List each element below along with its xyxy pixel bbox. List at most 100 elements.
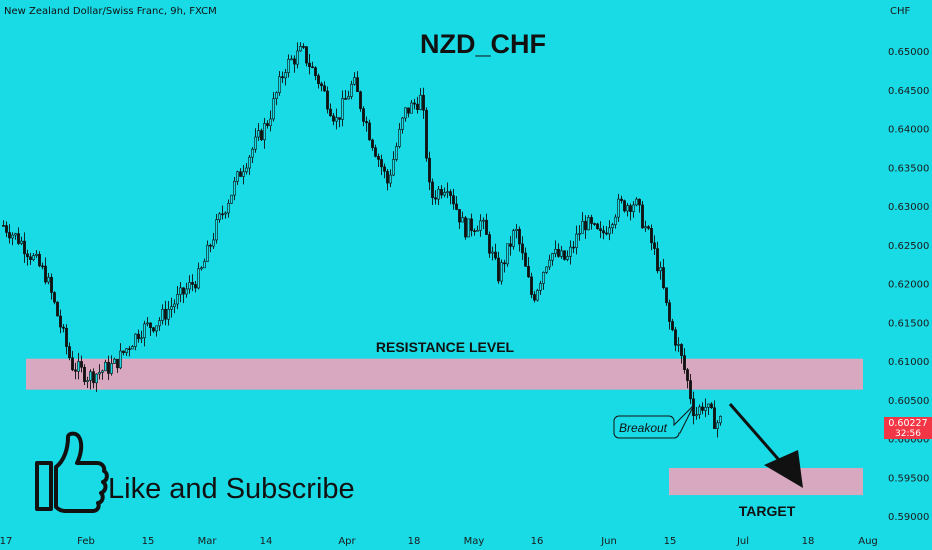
candle <box>320 81 323 92</box>
candle <box>605 226 608 236</box>
cta-text: Like and Subscribe <box>108 473 355 505</box>
candle <box>368 119 371 141</box>
candle <box>416 96 419 114</box>
candle <box>251 147 254 164</box>
candle <box>191 274 194 292</box>
candle <box>239 168 242 177</box>
candle <box>98 364 101 380</box>
candle <box>716 420 719 438</box>
x-tick-label: May <box>464 536 485 547</box>
candle <box>212 233 215 249</box>
candle <box>200 266 203 271</box>
breakout-callout: Breakout <box>613 404 695 439</box>
candle <box>230 194 233 204</box>
candle <box>656 241 659 274</box>
candle <box>371 138 374 151</box>
candle <box>422 87 425 119</box>
candle <box>503 259 506 273</box>
candle <box>353 72 356 86</box>
candle <box>446 182 449 199</box>
candle <box>272 92 275 122</box>
candle <box>242 165 245 185</box>
candle <box>536 288 539 302</box>
x-tick-label: 17 <box>0 536 12 547</box>
price-tag-value: 0.60227 <box>888 418 927 429</box>
candle <box>68 342 71 361</box>
candle <box>2 220 5 227</box>
candle <box>584 215 587 239</box>
candle <box>326 86 329 114</box>
candle <box>215 214 218 244</box>
candle <box>506 243 509 267</box>
candle <box>134 333 137 351</box>
candle <box>521 236 524 260</box>
candle <box>284 68 287 86</box>
y-tick-label: 0.62000 <box>888 280 929 291</box>
candle <box>554 240 557 258</box>
candle <box>614 214 617 229</box>
candle <box>302 43 305 49</box>
candle <box>356 71 359 93</box>
candle <box>104 359 107 372</box>
candle <box>425 107 428 162</box>
y-tick-label: 0.60000 <box>888 435 929 446</box>
candle <box>530 272 533 299</box>
candle <box>443 187 446 198</box>
candle <box>65 324 68 355</box>
candle <box>179 281 182 303</box>
candle <box>35 250 38 258</box>
candle <box>86 376 89 389</box>
candle <box>143 320 146 347</box>
candle <box>209 243 212 253</box>
candle <box>398 122 401 149</box>
resistance-zone <box>26 358 863 390</box>
candle <box>137 329 140 343</box>
candle <box>602 225 605 240</box>
candle <box>266 120 269 129</box>
candle <box>260 128 263 142</box>
x-tick-label: Jul <box>736 536 749 547</box>
candle <box>338 117 341 128</box>
candle <box>608 220 611 241</box>
candle <box>665 287 668 306</box>
candle <box>23 232 26 263</box>
candle <box>620 195 623 204</box>
candle <box>62 324 65 333</box>
candle <box>662 258 665 290</box>
candle <box>50 273 53 300</box>
candle <box>719 415 722 426</box>
candle <box>119 343 122 370</box>
candle <box>233 177 236 201</box>
candle <box>32 252 35 262</box>
x-tick-label: Jun <box>600 536 617 547</box>
candle <box>347 90 350 100</box>
candle <box>509 236 512 256</box>
candle <box>296 42 299 69</box>
candle <box>467 218 470 238</box>
candle <box>626 203 629 217</box>
candle <box>122 350 125 356</box>
candle <box>581 212 584 234</box>
candle <box>473 228 476 236</box>
candle <box>107 355 110 380</box>
x-tick-label: Apr <box>338 536 356 547</box>
candle <box>269 110 272 132</box>
candle <box>407 107 410 118</box>
candle <box>224 211 227 219</box>
candle <box>20 236 23 246</box>
y-tick-label: 0.60500 <box>888 396 929 407</box>
candle <box>428 151 431 191</box>
candle <box>542 271 545 290</box>
y-tick-label: 0.63500 <box>888 163 929 174</box>
candle <box>452 188 455 210</box>
candle <box>8 224 11 244</box>
candle <box>674 327 677 352</box>
candle <box>545 266 548 274</box>
candle <box>560 245 563 259</box>
candle <box>710 402 713 409</box>
candle <box>38 251 41 268</box>
candle <box>599 221 602 239</box>
zones-layer <box>26 358 863 496</box>
candle <box>482 217 485 230</box>
candle <box>293 55 296 73</box>
